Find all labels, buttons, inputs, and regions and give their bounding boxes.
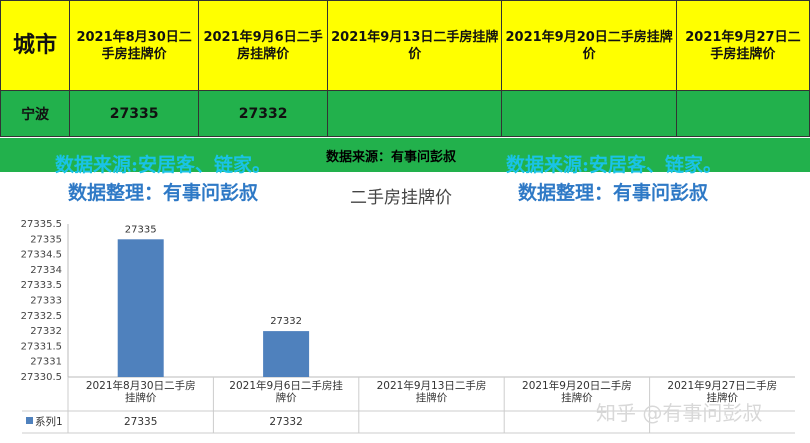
y-tick-label: 27333 — [30, 296, 62, 307]
data-label: 27335 — [125, 224, 157, 235]
x-tick-label-wrap: 挂牌价 — [125, 391, 157, 404]
row-value-1: 27335 — [69, 90, 200, 137]
y-tick-label: 27332 — [30, 326, 62, 337]
row-value-4 — [501, 90, 677, 137]
table-row: 宁波 27335 27332 — [0, 90, 810, 137]
y-tick-label: 27331 — [30, 357, 62, 368]
organizer-watermark-right: 数据整理：有事问彭叔 — [518, 182, 709, 204]
y-tick-label: 27335 — [30, 234, 62, 245]
chart-title: 二手房挂牌价 — [350, 188, 452, 208]
green-band — [0, 138, 810, 172]
x-tick-label: 2021年9月20日二手房 — [522, 379, 632, 392]
x-tick-label-wrap: 牌价 — [276, 391, 297, 404]
x-tick-label: 2021年9月27日二手房 — [667, 379, 777, 392]
y-tick-label: 27333.5 — [21, 280, 62, 291]
x-tick-label-wrap: 挂牌价 — [561, 391, 593, 404]
header-date-3: 2021年9月13日二手房挂牌价 — [327, 0, 503, 91]
data-label: 27332 — [270, 316, 302, 327]
organizer-watermark-left: 数据整理：有事问彭叔 — [68, 182, 259, 204]
zhihu-logo: 知乎 @有事问彭叔 — [596, 401, 763, 425]
row-value-3 — [327, 90, 503, 137]
header-city: 城市 — [0, 0, 71, 91]
row-value-2: 27332 — [198, 90, 329, 137]
bar — [117, 239, 164, 377]
x-tick-label-wrap: 挂牌价 — [416, 391, 448, 404]
y-tick-label: 27334 — [30, 265, 62, 276]
x-tick-label: 2021年8月30日二手房 — [86, 379, 196, 392]
x-tick-label-wrap: 挂牌价 — [707, 391, 739, 404]
source-watermark-left: 数据来源:安居客、链家。 — [55, 154, 272, 176]
table-header-row: 城市 2021年8月30日二手房挂牌价 2021年9月6日二手房挂牌价 2021… — [0, 0, 810, 91]
price-table: 城市 2021年8月30日二手房挂牌价 2021年9月6日二手房挂牌价 2021… — [0, 0, 810, 137]
source-label: 数据来源：有事问彭叔 — [326, 150, 457, 165]
y-tick-label: 27334.5 — [21, 250, 62, 261]
y-tick-label: 27330.5 — [21, 372, 62, 383]
bar — [263, 331, 310, 377]
header-date-2: 2021年9月6日二手房挂牌价 — [198, 0, 329, 91]
x-tick-label: 2021年9月13日二手房 — [377, 379, 487, 392]
y-tick-label: 27332.5 — [21, 311, 62, 322]
y-tick-label: 27331.5 — [21, 341, 62, 352]
data-table-cell: 27335 — [124, 416, 157, 428]
data-table-cell: 27332 — [269, 416, 302, 428]
y-tick-label: 27335.5 — [21, 219, 62, 230]
row-value-5 — [675, 90, 810, 137]
legend-swatch — [26, 417, 33, 424]
header-date-5: 2021年9月27日二手房挂牌价 — [675, 0, 810, 91]
legend-label: 系列1 — [35, 415, 63, 428]
source-watermark-right: 数据来源:安居客、链家。 — [506, 154, 723, 176]
x-tick-label: 2021年9月6日二手房挂 — [229, 379, 343, 392]
row-city: 宁波 — [0, 90, 71, 137]
